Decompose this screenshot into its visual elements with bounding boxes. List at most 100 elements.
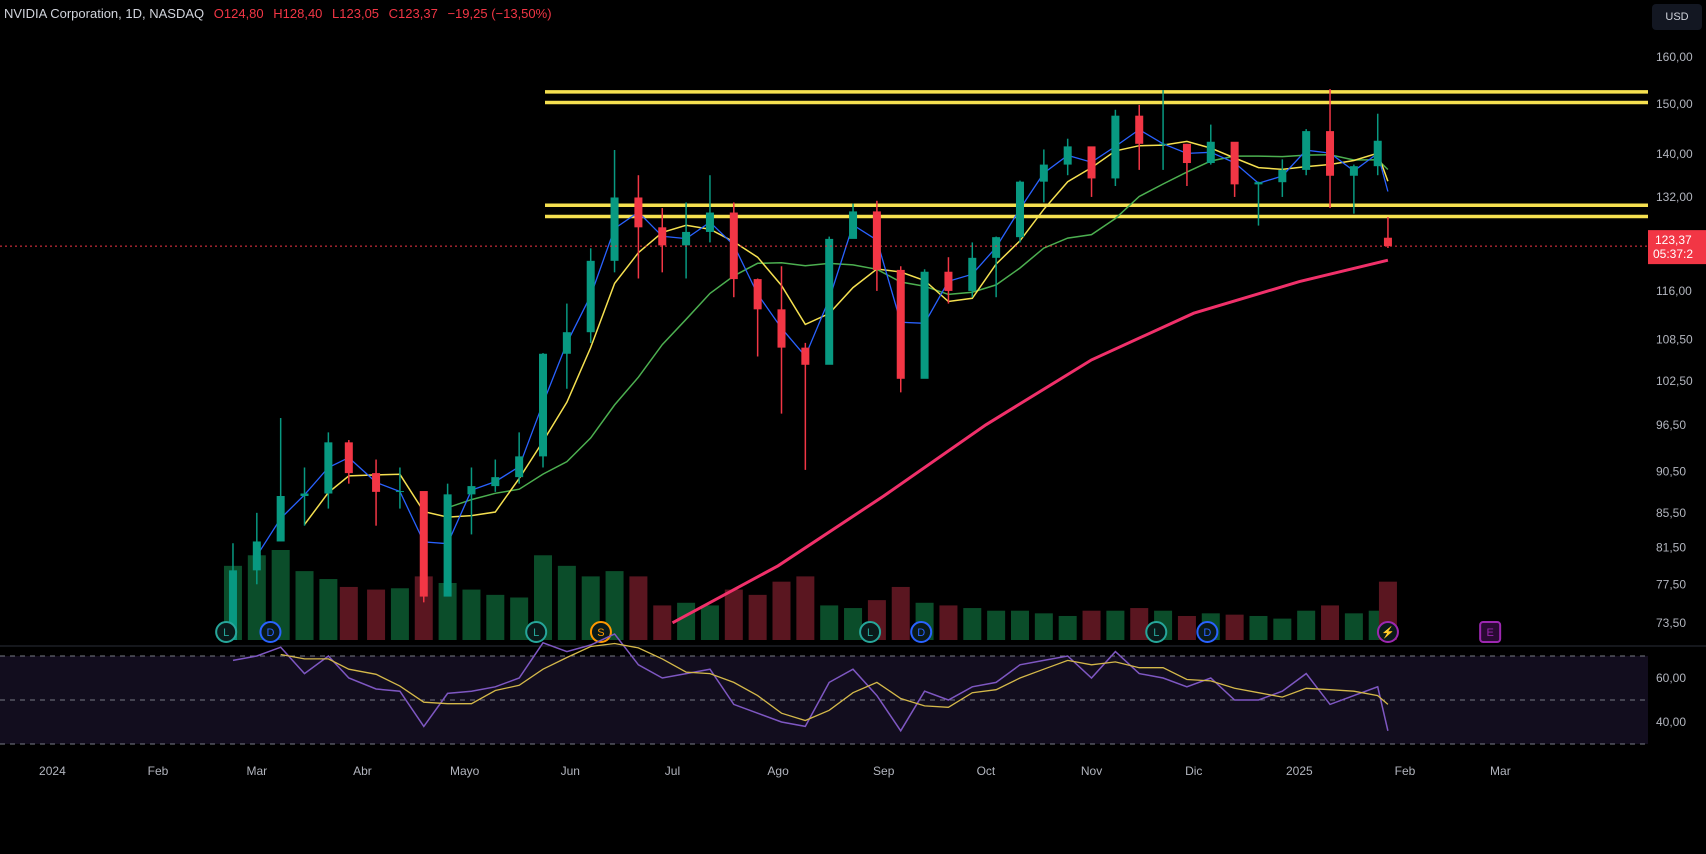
- candle: [562, 303, 571, 389]
- event-marker-upcoming-earnings[interactable]: E: [1479, 621, 1502, 643]
- volume-bar: [844, 608, 863, 640]
- volume-bar: [1106, 610, 1125, 640]
- event-marker-earnings[interactable]: L: [1145, 621, 1168, 643]
- volume-bar: [677, 602, 696, 640]
- candle: [1206, 124, 1215, 165]
- volume-bar: [796, 576, 815, 640]
- candle: [252, 512, 261, 585]
- svg-text:S: S: [597, 627, 604, 639]
- y-tick-label: 160,00: [1656, 50, 1693, 64]
- x-tick-label: Mayo: [450, 764, 480, 778]
- volume-bar: [271, 550, 290, 640]
- ohlc-open: O124,80: [213, 6, 264, 21]
- volume-bar: [700, 605, 719, 640]
- volume-bar: [1082, 610, 1101, 640]
- candle: [467, 467, 476, 535]
- volume-bar: [1034, 613, 1053, 640]
- volume-bar: [247, 555, 266, 640]
- candle: [586, 248, 595, 343]
- rsi-ma-line: [280, 642, 1389, 722]
- candle: [658, 208, 667, 273]
- symbol-title: NVIDIA Corporation, 1D, NASDAQ: [4, 6, 205, 21]
- candle: [777, 266, 786, 414]
- legend-header: NVIDIA Corporation, 1D, NASDAQ O124,80 H…: [4, 6, 558, 21]
- candle: [372, 459, 381, 526]
- candle: [634, 175, 643, 279]
- volume-bar: [1297, 610, 1316, 640]
- x-tick-label: Feb: [1395, 764, 1416, 778]
- event-marker-news[interactable]: ⚡: [1376, 621, 1399, 643]
- candle: [539, 353, 548, 468]
- candle: [228, 543, 237, 640]
- event-marker-earnings[interactable]: L: [215, 621, 238, 643]
- y-tick-label: 132,00: [1656, 190, 1693, 204]
- ohlc-low: L123,05: [332, 6, 380, 21]
- volume-bar: [367, 589, 386, 640]
- candle: [344, 440, 353, 484]
- event-marker-split[interactable]: S: [589, 621, 612, 643]
- svg-text:E: E: [1486, 627, 1493, 639]
- x-tick-label: Dic: [1185, 764, 1202, 778]
- candle: [1159, 90, 1168, 170]
- candle: [968, 242, 977, 298]
- event-marker-dividend[interactable]: D: [1196, 621, 1219, 643]
- event-marker-earnings[interactable]: L: [859, 621, 882, 643]
- candle: [920, 269, 929, 379]
- volume-bar: [1321, 605, 1340, 640]
- candle: [1087, 146, 1096, 197]
- candle: [515, 432, 524, 484]
- volume-bar: [1058, 615, 1077, 640]
- candle: [1039, 149, 1048, 203]
- candle: [992, 236, 1001, 298]
- x-tick-label: Feb: [148, 764, 169, 778]
- ohlc-close: C123,37: [388, 6, 438, 21]
- volume-bar: [1010, 610, 1029, 640]
- svg-text:D: D: [266, 627, 274, 639]
- y-tick-label: 140,00: [1656, 147, 1693, 161]
- svg-text:⚡: ⚡: [1381, 626, 1395, 639]
- svg-text:L: L: [867, 627, 873, 639]
- volume-bar: [339, 586, 358, 640]
- last-price-badge: [1648, 230, 1706, 265]
- volume-bar: [295, 571, 314, 640]
- candle: [682, 202, 691, 279]
- volume-bar: [462, 589, 481, 640]
- x-tick-label: Jul: [665, 764, 680, 778]
- y-tick-label: 116,00: [1656, 284, 1692, 298]
- event-marker-dividend[interactable]: D: [910, 621, 933, 643]
- candle: [1015, 180, 1024, 243]
- candle: [1373, 113, 1382, 176]
- candle: [1383, 217, 1392, 249]
- event-marker-dividend[interactable]: D: [259, 621, 282, 643]
- candle: [395, 467, 404, 509]
- volume-bar: [1249, 615, 1268, 640]
- svg-text:D: D: [917, 627, 925, 639]
- x-tick-label: Sep: [873, 764, 895, 778]
- svg-text:L: L: [1153, 627, 1159, 639]
- ma20-line: [303, 140, 1389, 526]
- rsi-y-tick-label: 60,00: [1656, 671, 1686, 685]
- volume-bar: [1225, 614, 1244, 640]
- volume-bar: [605, 571, 624, 640]
- volume-bar: [963, 608, 982, 640]
- y-tick-label: 77,50: [1656, 577, 1686, 591]
- volume-bar: [534, 555, 553, 640]
- x-tick-label: 2025: [1286, 764, 1313, 778]
- volume-bar: [820, 605, 839, 640]
- y-tick-label: 73,50: [1656, 616, 1686, 630]
- candle: [1230, 141, 1239, 197]
- volume-bar: [438, 582, 457, 640]
- volume-bar: [1273, 618, 1292, 640]
- volume-bar: [891, 586, 910, 640]
- ohlc-high: H128,40: [273, 6, 323, 21]
- candle: [944, 257, 953, 304]
- event-marker-earnings[interactable]: L: [525, 621, 548, 643]
- candle: [729, 202, 738, 298]
- price-pane: [223, 89, 1648, 640]
- svg-text:L: L: [533, 627, 539, 639]
- currency-button[interactable]: USD: [1652, 4, 1702, 30]
- candle: [1135, 104, 1144, 170]
- volume-bar: [486, 594, 505, 640]
- x-tick-label: Mar: [246, 764, 267, 778]
